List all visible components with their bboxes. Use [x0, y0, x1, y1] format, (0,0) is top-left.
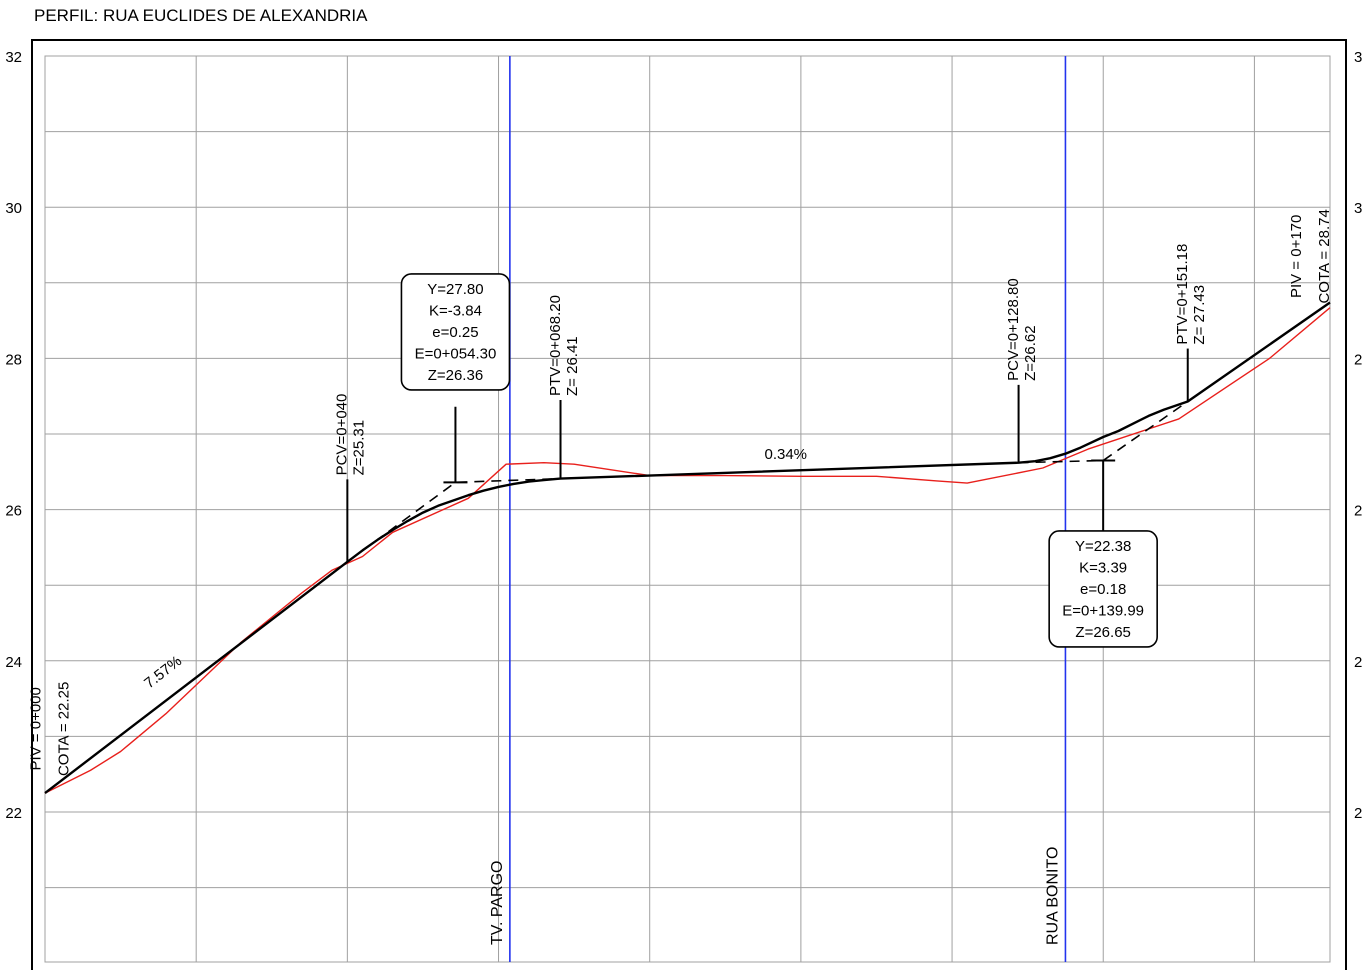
y-tick-label-right: 2: [1354, 805, 1362, 822]
curve-box: [400, 273, 511, 391]
station-label: COTA = 28.74: [1316, 209, 1333, 303]
station-label: PTV=0+151.18: [1174, 244, 1191, 345]
y-tick-label: 30: [5, 200, 22, 217]
tangent-line: [1018, 400, 1189, 464]
tangent-line: [346, 477, 561, 563]
curve-box-line: Y=27.80: [427, 281, 483, 298]
design-profile-line: [44, 301, 1331, 795]
y-tick-label: 28: [5, 351, 22, 368]
axes: 22 224 226 228 230 332 3: [5, 39, 1362, 970]
y-tick-label-right: 3: [1354, 200, 1362, 217]
y-tick-label-right: 3: [1354, 49, 1362, 66]
curve-box-line: Z=26.65: [1075, 624, 1130, 641]
station-label: Z=25.31: [351, 420, 368, 475]
tangent-lines: [346, 400, 1189, 563]
station-label: PIV = 0+000: [28, 687, 45, 770]
station-label: Z= 26.41: [564, 336, 581, 396]
curve-box: [1048, 530, 1158, 648]
station-label: PIV = 0+170: [1288, 215, 1305, 298]
curve-box-line: E=0+054.30: [415, 345, 497, 362]
curve-box-line: Y=22.38: [1075, 538, 1131, 555]
street-crossings: TV. PARGO RUA BONITO: [489, 56, 1067, 962]
curve-box-line: Z=26.36: [428, 367, 483, 384]
street-crossing-label: TV. PARGO: [489, 861, 506, 945]
curve-box-line: K=-3.84: [429, 302, 482, 319]
grade-label: 0.34%: [764, 446, 807, 463]
chart-frame: [31, 39, 1347, 970]
station-label: PTV=0+068.20: [547, 295, 564, 396]
station-label: Z=26.62: [1022, 325, 1039, 380]
street-crossing-label: RUA BONITO: [1044, 847, 1061, 945]
curve-box-line: e=0.18: [1080, 581, 1126, 598]
y-tick-label: 22: [5, 805, 22, 822]
curve-box-line: E=0+139.99: [1062, 602, 1144, 619]
curve-box-line: K=3.39: [1079, 559, 1127, 576]
y-tick-label: 26: [5, 503, 22, 520]
y-tick-label-right: 2: [1354, 503, 1362, 520]
grid: [44, 55, 1331, 963]
station-label: PCV=0+128.80: [1005, 278, 1022, 381]
station-label: PCV=0+040: [334, 394, 351, 476]
curve-box-line: e=0.25: [432, 324, 478, 341]
page-title: PERFIL: RUA EUCLIDES DE ALEXANDRIA: [34, 6, 368, 25]
y-tick-label-right: 2: [1354, 654, 1362, 671]
plot-border: [44, 55, 1331, 963]
station-label: Z= 27.43: [1191, 285, 1208, 345]
y-tick-label: 32: [5, 49, 22, 66]
y-tick-label-right: 2: [1354, 351, 1362, 368]
y-tick-label: 24: [5, 654, 22, 671]
profile-series: [44, 301, 1331, 795]
station-label: COTA = 22.25: [56, 682, 73, 776]
terrain-profile-line: [44, 307, 1331, 794]
grade-label: 7.57%: [141, 653, 185, 693]
